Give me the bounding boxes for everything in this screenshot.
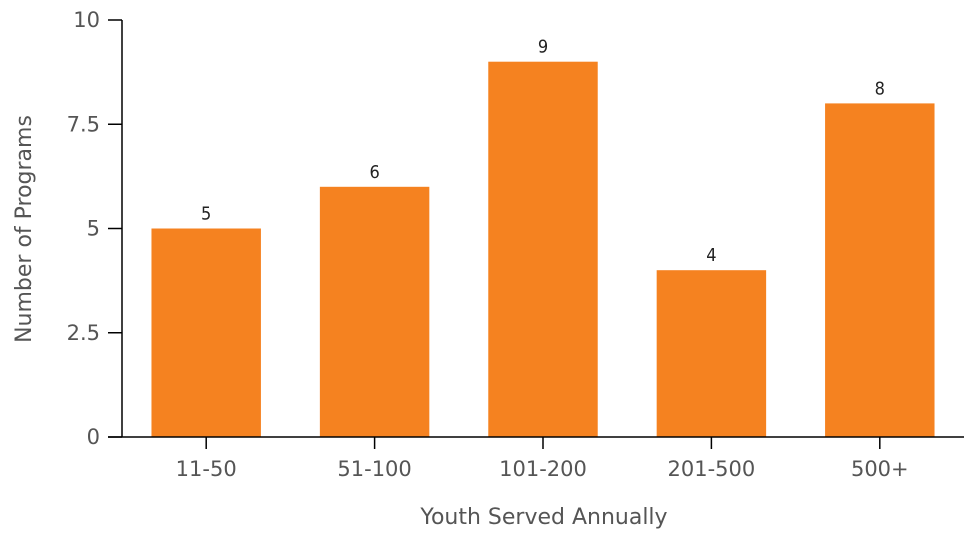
x-tick-label: 101-200 [499,457,587,481]
bar-data-labels-group: 5 6 9 4 8 [201,37,885,267]
x-tick-label: 11-50 [176,457,237,481]
bar-101-200 [488,61,598,437]
bar-11-50 [151,228,261,437]
bar-data-label: 5 [201,204,211,225]
bar-500+ [825,103,935,438]
y-tick-label: 10 [73,8,100,32]
x-tick-label: 51-100 [337,457,411,481]
bar-201-500 [656,270,767,437]
bar-data-label: 6 [369,162,379,183]
x-axis-title: Youth Served Annually [419,505,667,530]
bar-51-100 [319,186,430,437]
y-tick-label: 7.5 [67,112,100,136]
y-axis-title: Number of Programs [12,115,37,343]
bar-data-label: 9 [538,37,548,58]
y-ticks-group: 0 2.5 5 7.5 10 [67,8,122,449]
x-tick-label: 500+ [851,457,909,481]
y-tick-label: 0 [87,425,100,449]
y-tick-label: 2.5 [67,321,100,345]
bar-data-label: 8 [875,78,885,99]
x-tick-label: 201-500 [668,457,756,481]
x-ticks-group: 11-50 51-100 101-200 201-500 500+ [176,437,909,481]
bar-data-label: 4 [706,245,716,266]
y-tick-label: 5 [87,217,100,241]
bars-group [151,61,935,438]
